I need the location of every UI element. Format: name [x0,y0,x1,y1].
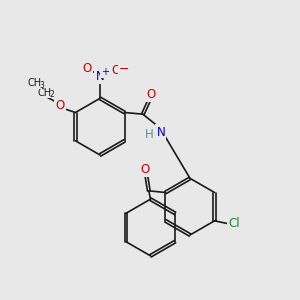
Text: O: O [141,163,150,176]
Text: −: − [119,63,129,76]
Text: +: + [101,67,109,77]
Text: CH: CH [38,88,52,98]
Text: CH: CH [27,79,41,88]
Text: O: O [146,88,155,101]
Text: N: N [96,70,104,83]
Text: H: H [145,128,154,141]
Text: N: N [157,126,165,139]
Text: Cl: Cl [228,217,240,230]
Text: O: O [55,99,64,112]
Text: O: O [111,64,120,77]
Text: O: O [83,62,92,75]
Text: 2: 2 [50,90,55,99]
Text: 3: 3 [39,81,44,90]
